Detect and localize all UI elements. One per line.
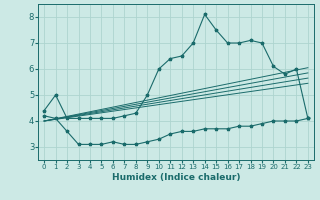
X-axis label: Humidex (Indice chaleur): Humidex (Indice chaleur): [112, 173, 240, 182]
